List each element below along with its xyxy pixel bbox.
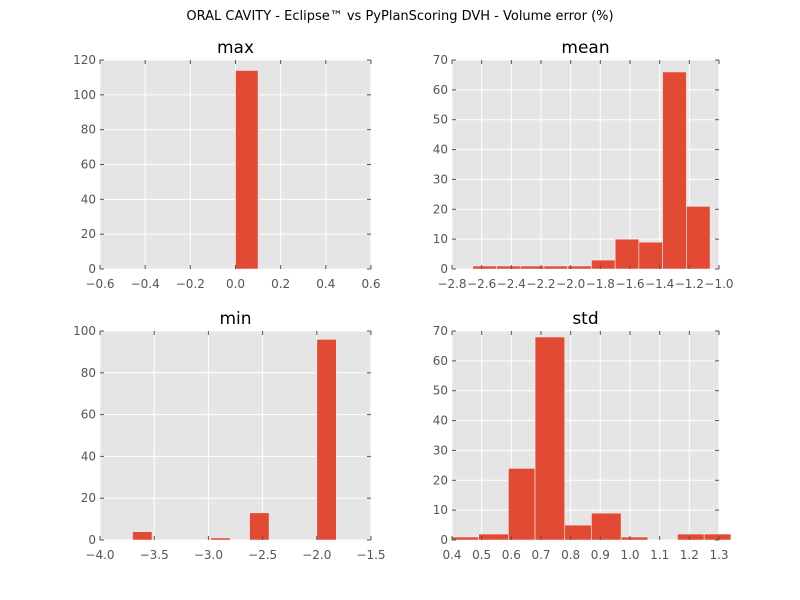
x-tick-label: −0.4 <box>131 277 160 291</box>
x-tick-label: −1.6 <box>615 277 644 291</box>
y-tick-label: 70 <box>433 53 448 67</box>
x-tick-label: 0.5 <box>472 548 491 562</box>
y-tick-label: 10 <box>433 232 448 246</box>
panel-title: min <box>219 309 251 329</box>
histogram-bar <box>686 206 711 270</box>
plot-area <box>452 331 719 540</box>
y-tick-label: 0 <box>88 533 96 547</box>
histogram-bar <box>210 537 231 541</box>
x-tick-label: −2.8 <box>437 277 466 291</box>
x-tick-label: 1.2 <box>680 548 699 562</box>
x-tick-label: 0.6 <box>502 548 521 562</box>
y-tick-label: 100 <box>73 88 96 102</box>
x-tick-label: −2.5 <box>248 548 277 562</box>
histogram-bar <box>638 241 663 270</box>
panel-title: mean <box>561 38 609 58</box>
x-tick-label: 1.3 <box>709 548 728 562</box>
histogram-bar <box>132 531 153 541</box>
y-tick-label: 80 <box>81 366 96 380</box>
y-tick-label: 0 <box>440 262 448 276</box>
x-tick-label: −2.4 <box>497 277 526 291</box>
histogram-bar <box>519 265 545 270</box>
histogram-bar <box>614 238 640 270</box>
x-tick-label: −4.0 <box>85 548 114 562</box>
x-tick-label: −2.0 <box>302 548 331 562</box>
histogram-bar <box>567 265 592 270</box>
x-tick-label: −3.5 <box>140 548 169 562</box>
y-tick-label: 40 <box>433 414 448 428</box>
y-tick-label: 40 <box>433 143 448 157</box>
y-tick-label: 50 <box>433 384 448 398</box>
histogram-bar <box>591 259 616 270</box>
x-tick-label: −1.8 <box>586 277 615 291</box>
x-tick-label: 0.4 <box>442 548 461 562</box>
panel-min: −4.0 −3.5 −3.0 −2.5 −2.0 −1.5 0 20 40 60 80 100 min <box>73 309 385 562</box>
x-tick-label: −1.2 <box>675 277 704 291</box>
y-tick-label: 0 <box>88 262 96 276</box>
y-tick-label: 10 <box>433 503 448 517</box>
x-tick-label: 0.7 <box>531 548 550 562</box>
x-tick-label: −0.2 <box>176 277 205 291</box>
x-tick-label: 1.0 <box>620 548 639 562</box>
histogram-bar <box>249 512 270 541</box>
x-tick-label: −1.4 <box>645 277 674 291</box>
x-tick-label: 1.1 <box>650 548 669 562</box>
y-tick-label: 80 <box>81 123 96 137</box>
histogram-bar <box>662 71 687 270</box>
x-tick-label: 0.2 <box>271 277 290 291</box>
histogram-bar <box>534 336 566 541</box>
histogram-bar <box>620 536 649 541</box>
histogram-bar <box>496 265 521 270</box>
y-tick-label: 30 <box>433 172 448 186</box>
y-tick-label: 0 <box>440 533 448 547</box>
y-tick-label: 100 <box>73 324 96 338</box>
y-tick-label: 20 <box>433 202 448 216</box>
y-tick-label: 40 <box>81 192 96 206</box>
x-tick-label: −0.6 <box>85 277 114 291</box>
x-tick-label: 0.9 <box>591 548 610 562</box>
y-tick-label: 70 <box>433 324 448 338</box>
x-tick-label: −1.5 <box>356 548 385 562</box>
y-tick-label: 20 <box>81 227 96 241</box>
x-tick-label: −1.0 <box>704 277 733 291</box>
y-tick-label: 60 <box>81 408 96 422</box>
histogram-bar <box>591 512 622 541</box>
x-tick-label: 0.4 <box>316 277 335 291</box>
x-tick-label: −2.2 <box>526 277 555 291</box>
x-tick-label: 0.0 <box>226 277 245 291</box>
y-tick-label: 30 <box>433 443 448 457</box>
x-tick-label: 0.6 <box>361 277 380 291</box>
histogram-bar <box>543 265 569 270</box>
y-tick-label: 40 <box>81 449 96 463</box>
histogram-bar <box>508 468 536 541</box>
y-tick-label: 120 <box>73 53 96 67</box>
y-tick-label: 20 <box>81 491 96 505</box>
y-tick-label: 20 <box>433 473 448 487</box>
histogram-bar <box>703 533 732 541</box>
y-tick-label: 60 <box>81 158 96 172</box>
x-tick-label: −2.6 <box>467 277 496 291</box>
panel-std: 0.4 0.5 0.6 0.7 0.8 0.9 1.0 1.1 1.2 1.3 0 10 20 30 40 5… <box>433 309 732 562</box>
histogram-bar <box>478 533 509 541</box>
figure-title: ORAL CAVITY - Eclipse™ vs PyPlanScoring … <box>186 9 614 24</box>
y-tick-label: 50 <box>433 113 448 127</box>
histogram-bar <box>472 265 497 270</box>
histogram-bar <box>677 533 705 541</box>
histogram-bar <box>564 524 592 541</box>
x-tick-label: −2.0 <box>556 277 585 291</box>
histogram-bar <box>235 70 259 270</box>
panel-mean: −2.8 −2.6 −2.4 −2.2 −2.0 −1.8 −1.6 −1.4 −1.2 −1.0… <box>433 38 734 291</box>
panel-title: std <box>572 309 598 329</box>
y-tick-label: 60 <box>433 354 448 368</box>
panel-title: max <box>217 38 254 58</box>
histogram-bar <box>451 536 480 541</box>
histogram-bar <box>316 339 337 541</box>
y-tick-label: 60 <box>433 83 448 97</box>
panel-max: −0.6 −0.4 −0.2 0.0 0.2 0.4 0.6 0 20 40 60 80 100 120 m… <box>73 38 380 291</box>
x-tick-label: 0.8 <box>561 548 580 562</box>
x-tick-label: −3.0 <box>194 548 223 562</box>
